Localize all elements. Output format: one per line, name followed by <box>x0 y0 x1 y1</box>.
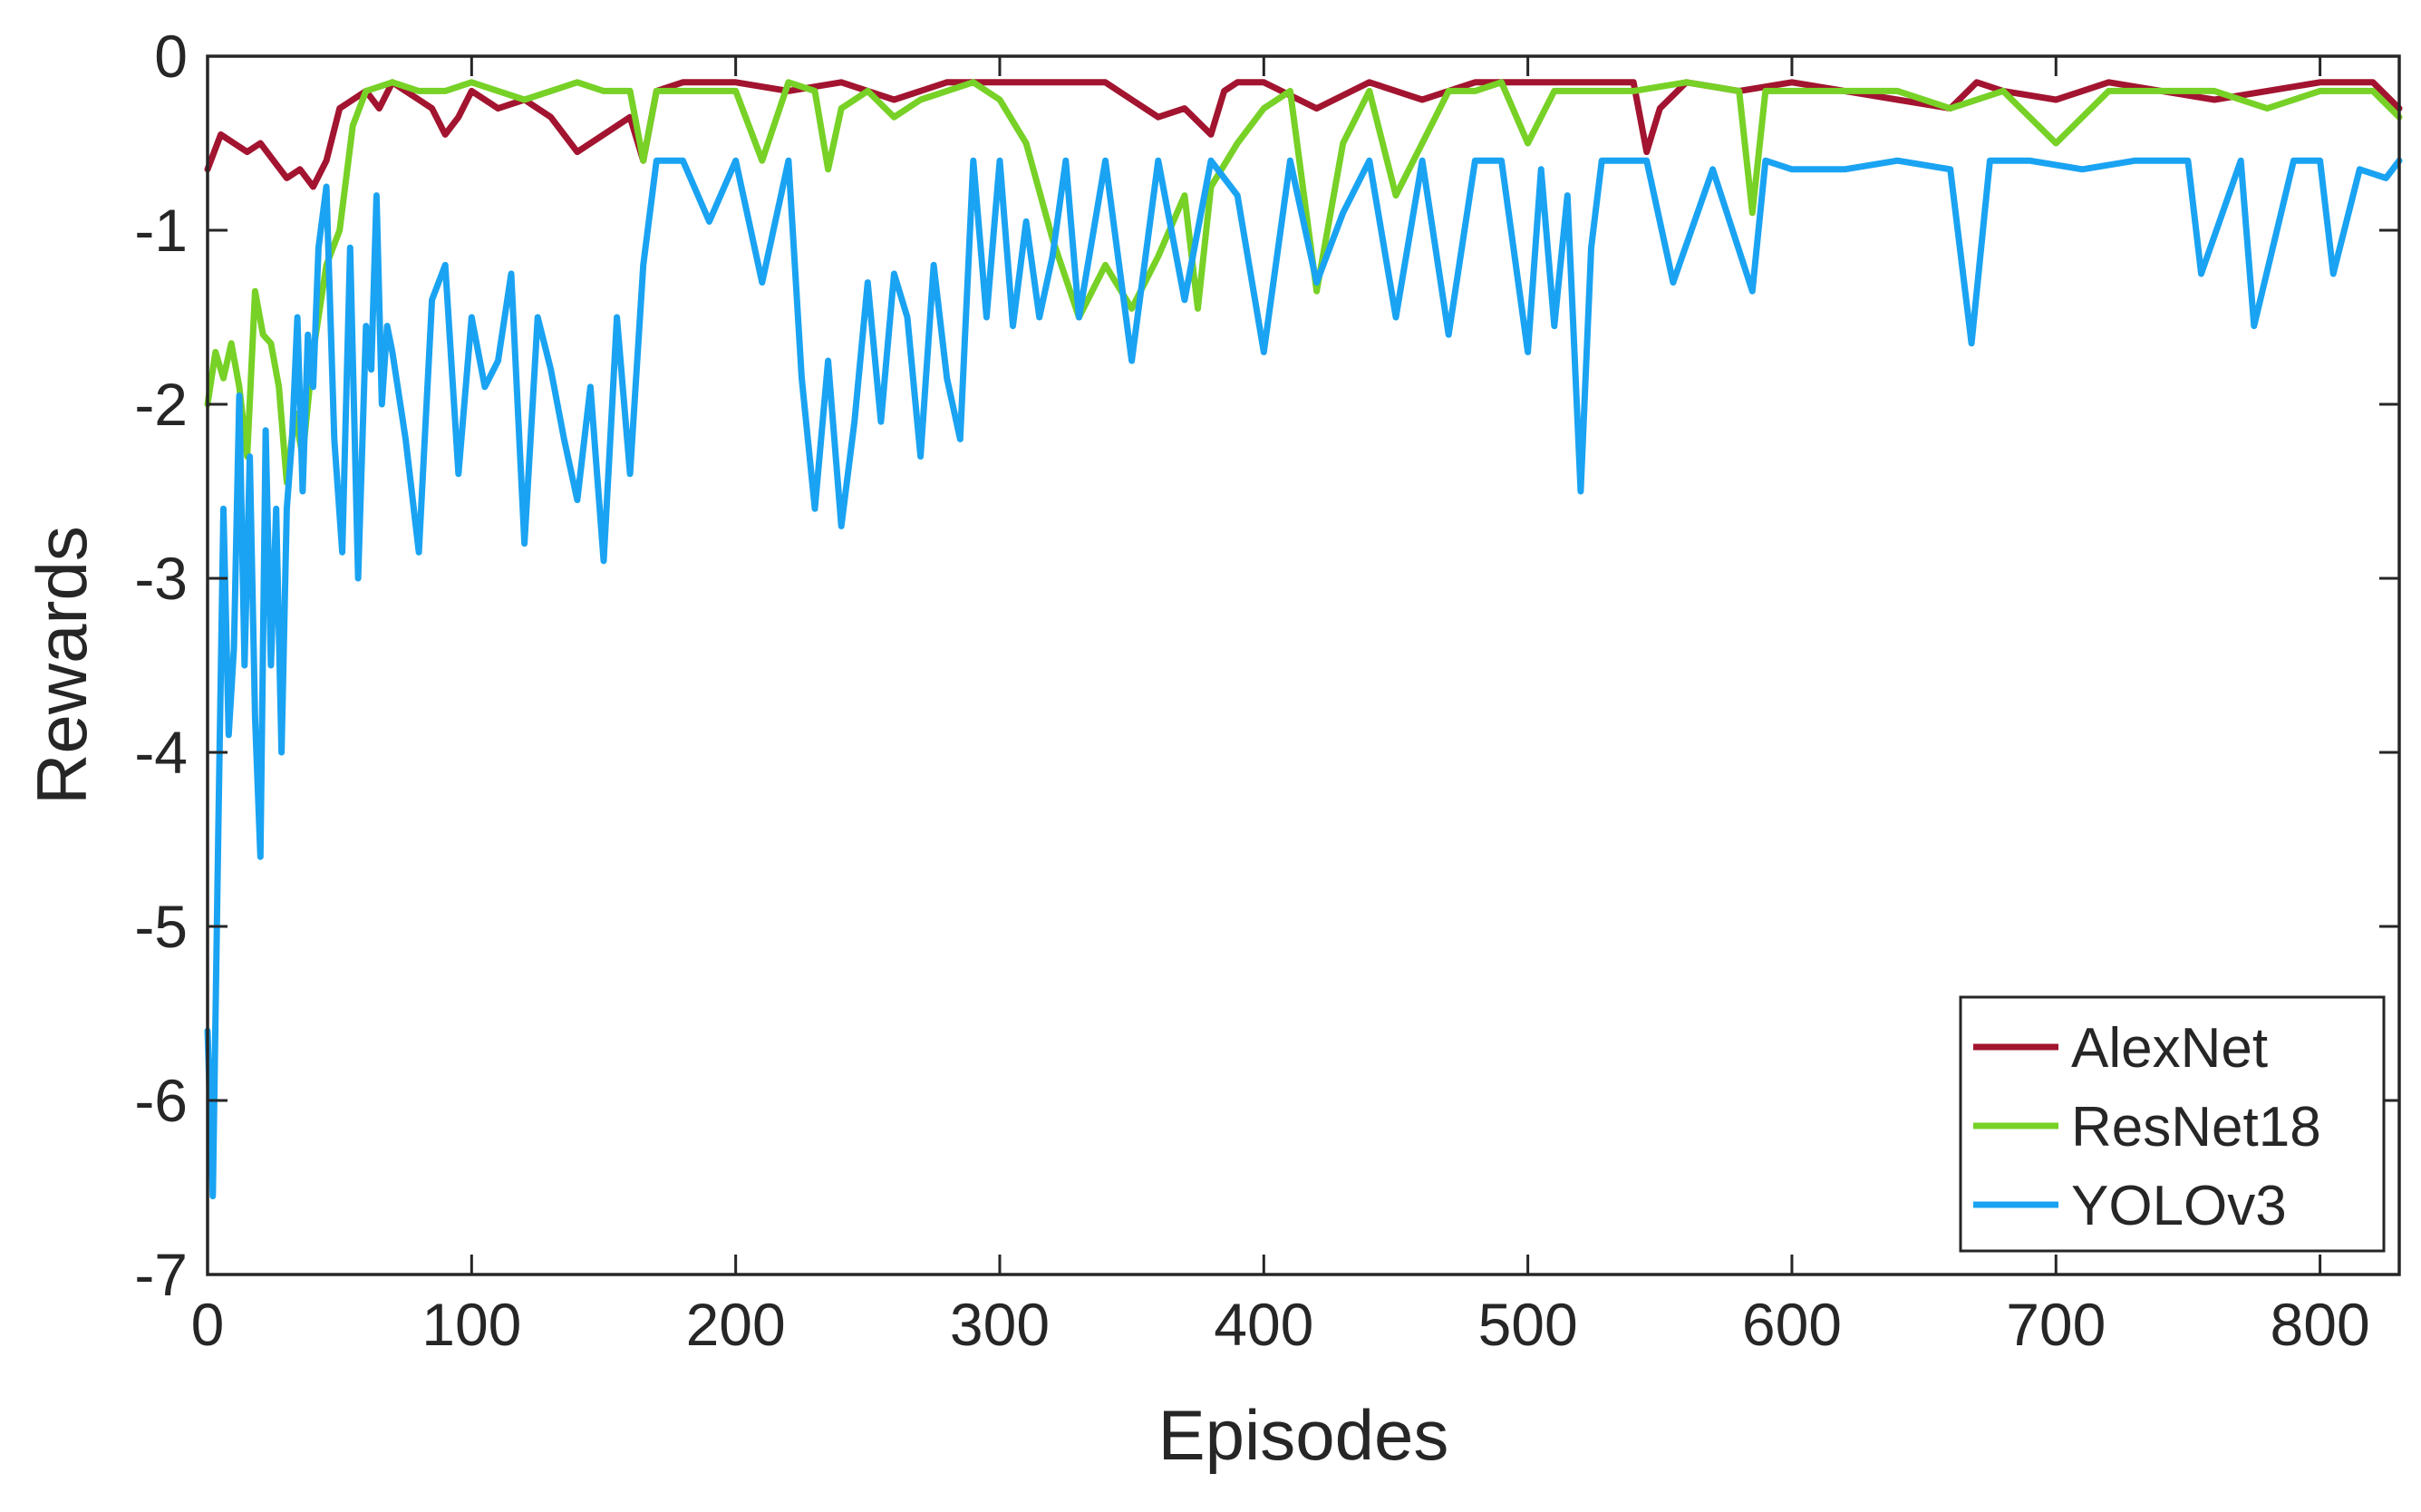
x-tick-label: 300 <box>950 1291 1050 1358</box>
y-axis-title: Rewards <box>22 526 102 805</box>
y-tick-label: 0 <box>154 23 188 90</box>
legend-label-alexnet: AlexNet <box>2071 1017 2268 1080</box>
x-tick-label: 700 <box>2006 1291 2106 1358</box>
y-tick-label: -3 <box>134 545 188 612</box>
series-line-resnet18 <box>204 79 2403 486</box>
x-tick-label: 100 <box>421 1291 521 1358</box>
plot-area-frame <box>206 54 2401 1276</box>
y-tick-label: -2 <box>134 371 188 438</box>
x-tick-label: 500 <box>1478 1291 1578 1358</box>
ticks-layer: 0 100 200 300 400 500 600 700 800 0 -1 -2 -3 -4 -5 -6 -7 <box>134 23 2399 1358</box>
series-line-yolov3 <box>204 157 2403 1200</box>
x-axis-title: Episodes <box>1158 1395 1449 1475</box>
x-tick-label: 600 <box>1742 1291 1842 1358</box>
y-tick-label: -6 <box>134 1067 188 1134</box>
x-tick-label: 0 <box>191 1291 225 1358</box>
x-tick-label: 400 <box>1214 1291 1313 1358</box>
x-tick-label: 200 <box>686 1291 786 1358</box>
legend-label-yolov3: YOLOv3 <box>2071 1175 2287 1237</box>
y-tick-label: -4 <box>134 719 188 786</box>
y-tick-label: -5 <box>134 893 188 960</box>
series-layer <box>204 79 2403 1200</box>
y-tick-label: -7 <box>134 1241 188 1308</box>
x-tick-label: 800 <box>2271 1291 2370 1358</box>
y-tick-label: -1 <box>134 197 188 264</box>
legend-label-resnet18: ResNet18 <box>2071 1096 2321 1158</box>
legend: AlexNet ResNet18 YOLOv3 <box>1959 995 2386 1253</box>
